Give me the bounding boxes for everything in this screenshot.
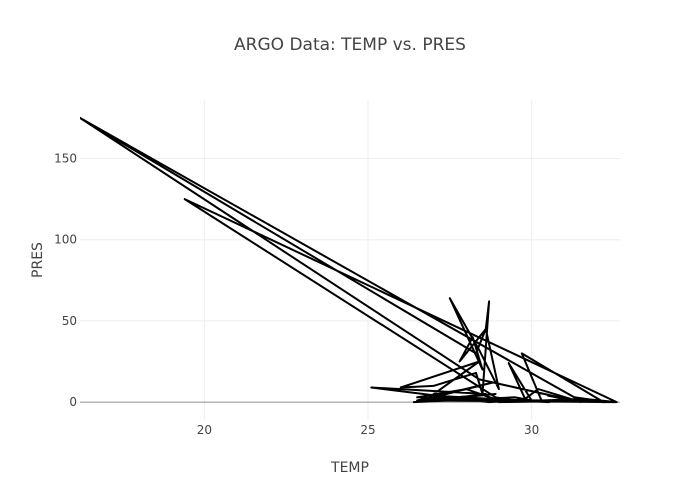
x-gridlines bbox=[203, 100, 533, 420]
y-axis-title: PRES bbox=[30, 242, 46, 278]
chart-title: ARGO Data: TEMP vs. PRES bbox=[234, 35, 466, 55]
x-tick-labels: 20 25 30 bbox=[197, 423, 540, 437]
plot-area bbox=[80, 116, 618, 404]
y-tick-label: 150 bbox=[54, 151, 77, 165]
y-gridlines bbox=[80, 157, 620, 322]
gridlines bbox=[80, 100, 620, 420]
series-line bbox=[80, 116, 618, 404]
y-tick-label: 0 bbox=[69, 395, 77, 409]
x-tick-label: 25 bbox=[360, 423, 375, 437]
y-tick-label: 100 bbox=[54, 233, 77, 247]
y-tick-labels: 0 50 100 150 bbox=[54, 151, 77, 409]
x-tick-label: 20 bbox=[197, 423, 212, 437]
x-axis-title: TEMP bbox=[330, 460, 369, 476]
y-tick-label: 50 bbox=[62, 314, 77, 328]
x-tick-label: 30 bbox=[524, 423, 539, 437]
